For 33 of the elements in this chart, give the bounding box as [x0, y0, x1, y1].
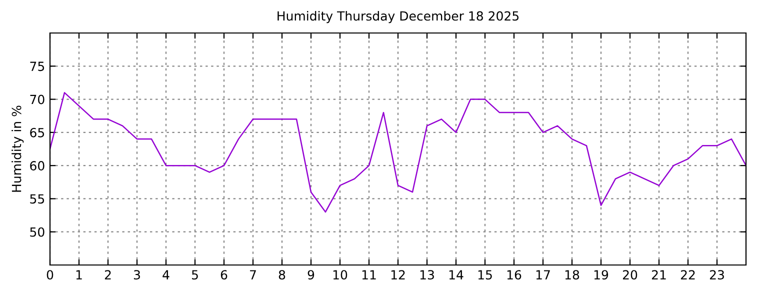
x-tick-label: 14 [449, 270, 464, 280]
y-tick-label: 65 [30, 128, 44, 138]
chart-title: Humidity Thursday December 18 2025 [278, 11, 519, 24]
x-tick-label: 15 [478, 270, 492, 280]
x-tick-label: 13 [420, 270, 434, 280]
x-tick-label: 17 [536, 270, 550, 280]
x-tick-label: 7 [250, 270, 256, 280]
x-tick-label: 21 [652, 270, 666, 280]
y-tick-label: 70 [30, 94, 44, 104]
x-tick-label: 1 [76, 270, 82, 280]
x-tick-label: 4 [162, 270, 170, 280]
x-tick-label: 5 [192, 270, 198, 280]
x-tick-label: 9 [308, 270, 314, 280]
x-tick-label: 11 [362, 270, 376, 280]
y-tick-label: 55 [30, 194, 44, 204]
x-tick-label: 22 [680, 270, 695, 280]
x-tick-label: 6 [220, 270, 228, 280]
y-tick-label: 50 [30, 227, 44, 237]
x-tick-label: 8 [278, 270, 286, 280]
y-axis-title: Humidity in % [12, 106, 24, 192]
y-tick-label: 75 [30, 62, 44, 72]
line-series [50, 92, 746, 213]
x-tick-label: 18 [565, 270, 580, 280]
x-tick-label: 19 [594, 270, 608, 280]
x-tick-label: 2 [104, 270, 111, 280]
x-tick-label: 12 [391, 270, 405, 280]
x-tick-label: 10 [333, 270, 348, 280]
y-tick-label: 60 [30, 161, 44, 170]
x-tick-label: 16 [507, 270, 522, 280]
x-tick-label: 23 [710, 270, 724, 280]
x-tick-label: 3 [134, 270, 140, 280]
x-tick-label: 20 [622, 270, 638, 280]
x-tick-label: 0 [46, 270, 54, 280]
